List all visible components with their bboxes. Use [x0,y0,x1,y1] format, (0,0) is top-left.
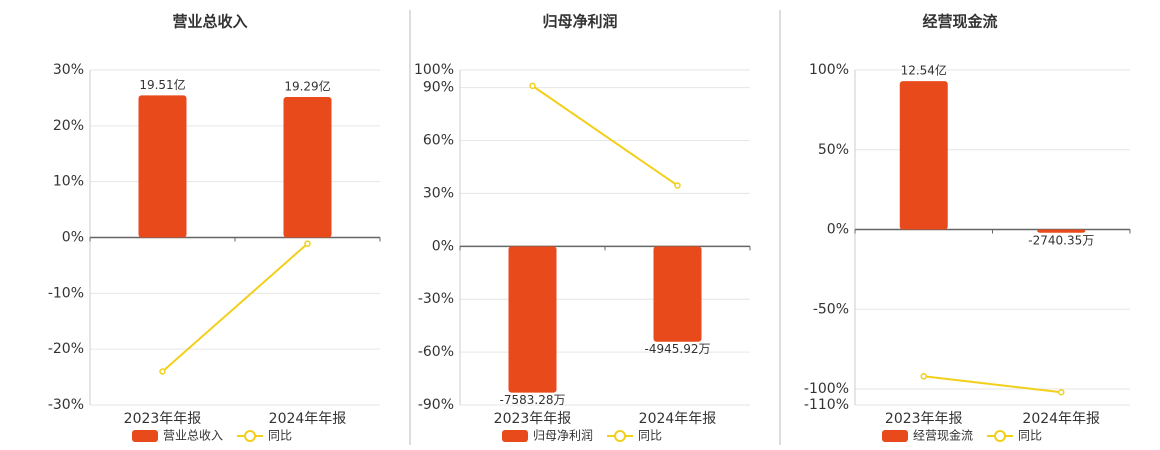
legend-label: 同比 [268,429,292,443]
legend-label: 经营现金流 [913,428,973,443]
x-tick-label: 2024年年报 [269,411,347,427]
legend-swatch [502,430,528,442]
legend-label: 同比 [638,429,662,443]
line-point [920,373,927,380]
y-tick-label: -60% [418,344,454,360]
bar [899,81,948,230]
line [161,242,309,373]
bar [283,97,332,238]
y-tick-label: 20% [53,118,84,134]
y-tick-label: -100% [804,381,849,397]
x-tick-label: 2024年年报 [1022,411,1100,427]
y-tick-label: 30% [423,185,454,201]
chart-title: 营业总收入 [172,13,247,31]
bar [508,246,557,393]
value-label: -7583.28万 [500,393,566,407]
line-point [674,182,681,189]
y-tick-label: 50% [818,142,849,158]
chart-title: 归母净利润 [542,13,617,31]
value-label: 12.54亿 [901,63,947,78]
legend-swatch [244,430,257,442]
x-tick-label: 2023年年报 [885,411,963,427]
line-point [159,368,166,375]
value-label: 19.51亿 [139,77,185,92]
y-tick-label: -30% [418,291,454,307]
y-tick-label: 90% [423,80,454,96]
x-tick-label: 2024年年报 [639,411,717,427]
y-tick-label: -90% [418,397,454,413]
line [923,375,1062,394]
line [531,85,679,187]
y-tick-label: -20% [48,341,84,357]
legend-swatch [994,430,1007,442]
legend-swatch [132,430,158,442]
y-tick-label: 30% [53,62,84,78]
legend-label: 营业总收入 [163,429,223,443]
y-tick-label: 100% [414,62,454,78]
bar [653,246,702,342]
y-tick-label: 100% [809,62,849,78]
y-tick-label: -30% [48,397,84,413]
y-tick-label: -110% [804,397,849,413]
line-point [1058,388,1065,396]
y-tick-label: 0% [62,230,84,246]
y-tick-label: 10% [53,174,84,190]
legend-swatch [882,430,908,442]
bar [138,95,187,238]
y-tick-label: 0% [432,238,454,254]
y-tick-label: 0% [827,222,849,238]
legend-label: 归母净利润 [533,429,593,443]
value-label: -2740.35万 [1028,233,1094,247]
y-tick-label: -10% [48,285,84,301]
bar [1037,229,1086,233]
value-label: -4945.92万 [645,342,711,356]
y-tick-label: 60% [423,133,454,149]
chart-title: 经营现金流 [922,13,997,31]
x-tick-label: 2023年年报 [124,411,202,427]
legend-swatch [614,430,627,442]
value-label: 19.29亿 [284,79,330,94]
line-point [304,240,311,247]
legend-label: 同比 [1018,429,1042,443]
y-tick-label: -50% [813,301,849,317]
x-tick-label: 2023年年报 [494,411,572,427]
line-point [529,82,536,90]
